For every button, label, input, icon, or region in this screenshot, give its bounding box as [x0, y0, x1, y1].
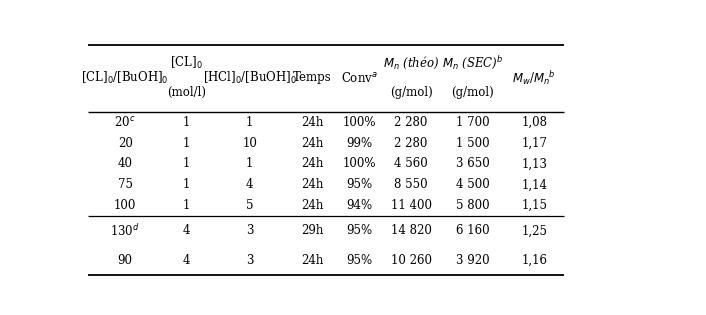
- Text: 24h: 24h: [301, 158, 324, 170]
- Text: 24h: 24h: [301, 254, 324, 267]
- Text: 1: 1: [183, 199, 191, 212]
- Text: 14 820: 14 820: [390, 224, 431, 238]
- Text: 2 280: 2 280: [395, 137, 428, 150]
- Text: 1: 1: [183, 137, 191, 150]
- Text: (g/mol): (g/mol): [390, 86, 433, 99]
- Text: 24h: 24h: [301, 116, 324, 129]
- Text: 1,25: 1,25: [521, 224, 547, 238]
- Text: 4 560: 4 560: [394, 158, 428, 170]
- Text: 1,13: 1,13: [521, 158, 547, 170]
- Text: 90: 90: [118, 254, 133, 267]
- Text: 20: 20: [118, 137, 133, 150]
- Text: 3 650: 3 650: [456, 158, 489, 170]
- Text: 24h: 24h: [301, 178, 324, 191]
- Text: 4: 4: [183, 254, 191, 267]
- Text: (g/mol): (g/mol): [451, 86, 494, 99]
- Text: 3: 3: [246, 254, 253, 267]
- Text: 1: 1: [183, 178, 191, 191]
- Text: 130$^d$: 130$^d$: [110, 223, 140, 239]
- Text: 5 800: 5 800: [456, 199, 489, 212]
- Text: $M_n$ (SEC)$^b$: $M_n$ (SEC)$^b$: [442, 55, 503, 72]
- Text: 1,14: 1,14: [521, 178, 547, 191]
- Text: 1: 1: [183, 116, 191, 129]
- Text: 10: 10: [242, 137, 257, 150]
- Text: 24h: 24h: [301, 137, 324, 150]
- Text: 6 160: 6 160: [456, 224, 489, 238]
- Text: 100%: 100%: [342, 116, 376, 129]
- Text: (mol/l): (mol/l): [167, 86, 206, 99]
- Text: 3: 3: [246, 224, 253, 238]
- Text: 95%: 95%: [346, 224, 372, 238]
- Text: 1 700: 1 700: [456, 116, 489, 129]
- Text: [CL]$_0$: [CL]$_0$: [170, 55, 203, 71]
- Text: 99%: 99%: [346, 137, 372, 150]
- Text: 1,16: 1,16: [521, 254, 547, 267]
- Text: [HCl]$_0$/[BuOH]$_0$: [HCl]$_0$/[BuOH]$_0$: [203, 70, 297, 86]
- Text: 75: 75: [118, 178, 133, 191]
- Text: 40: 40: [118, 158, 133, 170]
- Text: [CL]$_0$/[BuOH]$_0$: [CL]$_0$/[BuOH]$_0$: [81, 70, 169, 86]
- Text: 3 920: 3 920: [456, 254, 489, 267]
- Text: 1,17: 1,17: [521, 137, 547, 150]
- Text: 20$^c$: 20$^c$: [114, 115, 136, 129]
- Text: Temps: Temps: [293, 71, 332, 84]
- Text: 5: 5: [246, 199, 253, 212]
- Text: $M_w$/$M_n$$^b$: $M_w$/$M_n$$^b$: [513, 69, 556, 87]
- Text: 95%: 95%: [346, 178, 372, 191]
- Text: 11 400: 11 400: [390, 199, 431, 212]
- Text: 95%: 95%: [346, 254, 372, 267]
- Text: 94%: 94%: [346, 199, 372, 212]
- Text: 1,15: 1,15: [521, 199, 547, 212]
- Text: 1 500: 1 500: [456, 137, 489, 150]
- Text: 2 280: 2 280: [395, 116, 428, 129]
- Text: $M_n$ (théo): $M_n$ (théo): [383, 55, 439, 72]
- Text: 29h: 29h: [301, 224, 324, 238]
- Text: 4 500: 4 500: [456, 178, 489, 191]
- Text: 100: 100: [114, 199, 136, 212]
- Text: 4: 4: [246, 178, 253, 191]
- Text: 24h: 24h: [301, 199, 324, 212]
- Text: Conv$^a$: Conv$^a$: [340, 71, 378, 85]
- Text: 100%: 100%: [342, 158, 376, 170]
- Text: 1: 1: [183, 158, 191, 170]
- Text: 1: 1: [246, 116, 253, 129]
- Text: 10 260: 10 260: [390, 254, 431, 267]
- Text: 8 550: 8 550: [394, 178, 428, 191]
- Text: 1: 1: [246, 158, 253, 170]
- Text: 1,08: 1,08: [521, 116, 547, 129]
- Text: 4: 4: [183, 224, 191, 238]
